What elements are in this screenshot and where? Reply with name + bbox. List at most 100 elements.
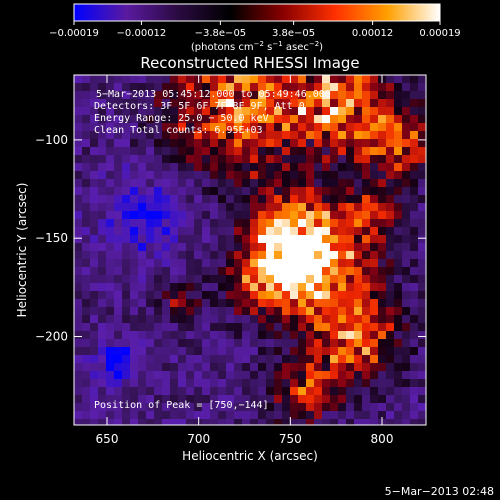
heatmap-cell [258, 115, 267, 124]
heatmap-cell [122, 171, 131, 180]
heatmap-cell [186, 355, 195, 364]
annotation-detectors: Detectors: 3F 5F 6F 7F 8F 9F, Att 0 [94, 101, 305, 112]
heatmap-cell [330, 307, 339, 316]
heatmap-cell [122, 75, 131, 84]
heatmap-cell [386, 75, 395, 84]
heatmap-cell [122, 99, 131, 108]
heatmap-cell [98, 395, 107, 404]
heatmap-cell [234, 115, 243, 124]
heatmap-cell [146, 387, 155, 396]
heatmap-cell [338, 355, 347, 364]
heatmap-cell [122, 395, 131, 404]
heatmap-cell [130, 315, 139, 324]
heatmap-cell [282, 363, 291, 372]
heatmap-cell [258, 307, 267, 316]
heatmap-cell [282, 403, 291, 412]
heatmap-cell [154, 283, 163, 292]
heatmap-cell [370, 179, 379, 188]
heatmap-cell [258, 163, 267, 172]
heatmap-cell [98, 147, 107, 156]
heatmap-cell [250, 299, 259, 308]
heatmap-cell [218, 211, 227, 220]
heatmap-cell [210, 275, 219, 284]
heatmap-cell [210, 283, 219, 292]
heatmap-cell [362, 411, 371, 420]
heatmap-cell [194, 275, 203, 284]
heatmap-cell [186, 283, 195, 292]
heatmap-cell [194, 227, 203, 236]
heatmap-cell [370, 419, 379, 425]
heatmap-cell [370, 99, 379, 108]
heatmap-cell [90, 227, 99, 236]
heatmap-cell [210, 363, 219, 372]
heatmap-cell [106, 363, 115, 372]
heatmap-cell [186, 91, 195, 100]
heatmap-cell [98, 115, 107, 124]
heatmap-cell [130, 75, 139, 84]
heatmap-cell [370, 83, 379, 92]
heatmap-cell [314, 371, 323, 380]
heatmap-cell [162, 339, 171, 348]
heatmap-cell [186, 267, 195, 276]
heatmap-cell [114, 283, 123, 292]
heatmap-cell [322, 251, 331, 260]
heatmap-cell [298, 147, 307, 156]
heatmap-cell [226, 123, 235, 132]
heatmap-cell [346, 339, 355, 348]
heatmap-cell [82, 307, 91, 316]
heatmap-cell [162, 179, 171, 188]
heatmap-cell [330, 419, 339, 425]
heatmap-cell [98, 323, 107, 332]
heatmap-cell [74, 107, 83, 116]
heatmap-cell [146, 299, 155, 308]
heatmap-cell [202, 99, 211, 108]
heatmap-cell [218, 147, 227, 156]
heatmap-cell [314, 171, 323, 180]
heatmap-cell [170, 235, 179, 244]
heatmap-cell [90, 163, 99, 172]
heatmap-cell [346, 331, 355, 340]
heatmap-cell [178, 187, 187, 196]
heatmap-cell [98, 99, 107, 108]
heatmap-cell [186, 115, 195, 124]
heatmap-cell [410, 139, 419, 148]
heatmap-cell [410, 403, 419, 412]
heatmap-cell [314, 299, 323, 308]
heatmap-cell [178, 211, 187, 220]
heatmap-cell [218, 107, 227, 116]
heatmap-cell [402, 267, 411, 276]
heatmap-cell [194, 139, 203, 148]
heatmap-cell [354, 115, 363, 124]
heatmap-cell [138, 123, 147, 132]
heatmap-cell [362, 139, 371, 148]
heatmap-cell [90, 75, 99, 84]
heatmap-cell [322, 123, 331, 132]
heatmap-cell [146, 363, 155, 372]
heatmap-cell [378, 147, 387, 156]
heatmap-cell [186, 147, 195, 156]
heatmap-cell [410, 171, 419, 180]
heatmap-cell [130, 283, 139, 292]
heatmap-cell [386, 251, 395, 260]
heatmap-cell [410, 355, 419, 364]
heatmap-cell [370, 379, 379, 388]
heatmap-cell [74, 179, 83, 188]
heatmap-cell [130, 291, 139, 300]
heatmap-cell [250, 179, 259, 188]
heatmap-cell [274, 251, 283, 260]
heatmap-cell [146, 155, 155, 164]
heatmap-cell [154, 155, 163, 164]
heatmap-cell [338, 83, 347, 92]
heatmap-cell [154, 363, 163, 372]
heatmap-cell [410, 315, 419, 324]
heatmap-cell [186, 179, 195, 188]
heatmap-cell [314, 179, 323, 188]
heatmap-cell [178, 251, 187, 260]
heatmap-cell [378, 379, 387, 388]
heatmap-cell [226, 203, 235, 212]
heatmap-cell [162, 243, 171, 252]
heatmap-cell [394, 75, 403, 84]
heatmap-cell [394, 355, 403, 364]
heatmap-cell [314, 227, 323, 236]
heatmap-cell [210, 115, 219, 124]
